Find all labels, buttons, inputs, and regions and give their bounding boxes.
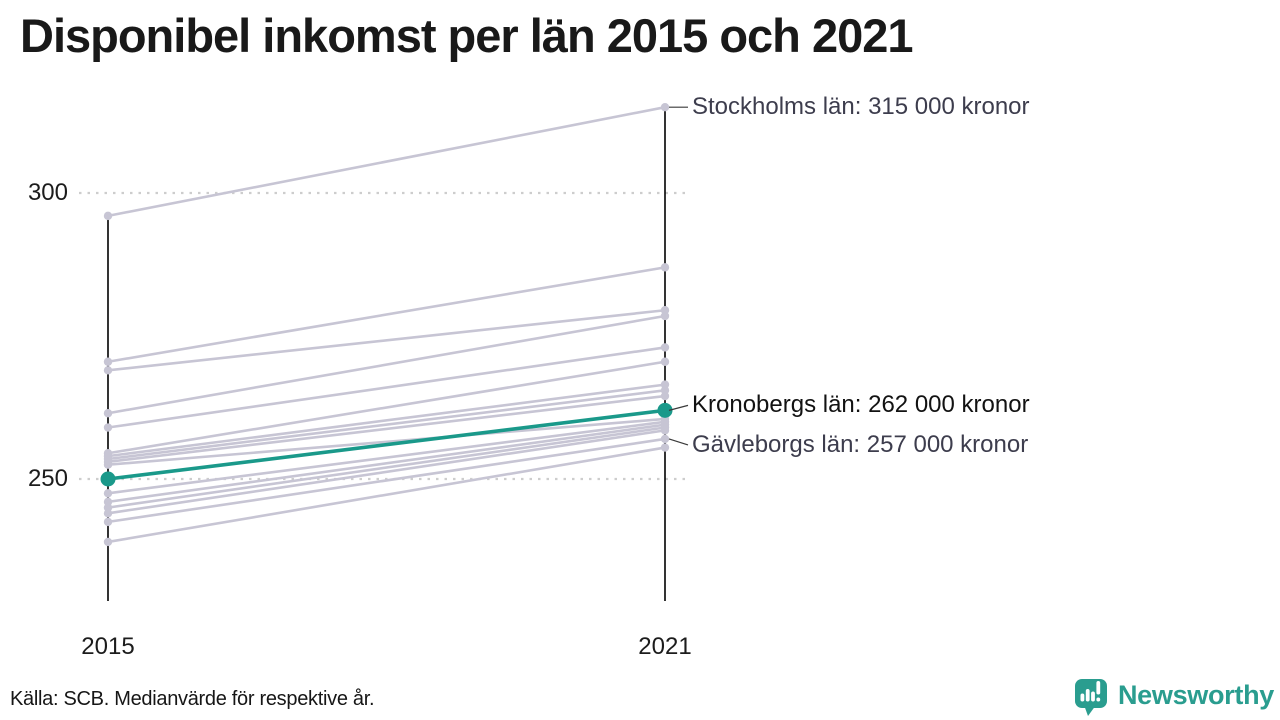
slope-line (107, 420, 666, 495)
x-axis-label-2015: 2015 (81, 633, 135, 660)
data-point-2021 (660, 443, 670, 452)
y-axis-tick-250: 250 (27, 465, 68, 492)
slope-line (107, 446, 666, 544)
newsworthy-logo-icon (1074, 679, 1107, 716)
leader-line-1 (668, 404, 689, 411)
source-note: Källa: SCB. Medianvärde för respektive å… (10, 688, 375, 710)
x-axis-label-2021: 2021 (638, 633, 692, 660)
data-point-2015 (103, 357, 113, 366)
data-point-2015 (103, 366, 113, 375)
data-point-2021 (660, 263, 670, 272)
slope-line (107, 429, 666, 515)
annotation-kronoberg: Kronobergs län: 262 000 kronor (692, 391, 1030, 419)
data-point-2021 (660, 426, 670, 435)
leader-line-2 (668, 438, 689, 446)
data-point-2015 (103, 489, 113, 498)
slope-line (107, 426, 666, 509)
data-point-2021 (660, 391, 670, 401)
data-point-2021 (660, 311, 670, 321)
data-point-2015 (103, 537, 113, 547)
page-title: Disponibel inkomst per län 2015 och 2021 (20, 9, 914, 62)
slope-line-Stockholms län (107, 105, 666, 218)
slope-line (107, 423, 666, 504)
slope-line (107, 417, 666, 466)
data-point-2021 (660, 103, 670, 112)
slope-line (107, 383, 666, 458)
annotation-stockholm: Stockholms län: 315 000 kronor (692, 93, 1030, 121)
data-point-highlight-2021 (657, 402, 673, 418)
slope-line (107, 346, 666, 429)
slope-line (107, 360, 666, 455)
data-point-2021 (660, 343, 670, 352)
data-point-2021 (660, 357, 670, 366)
data-point-2015 (103, 509, 113, 518)
slope-line (107, 266, 666, 364)
data-point-2015 (103, 423, 113, 432)
data-point-highlight-2015 (100, 471, 116, 487)
slope-line-highlight-Kronobergs län (107, 408, 666, 481)
slope-line (107, 394, 666, 464)
data-point-2015 (103, 409, 113, 418)
annotation-gavleborg: Gävleborgs län: 257 000 kronor (692, 430, 1029, 458)
data-point-2015 (103, 460, 113, 469)
slope-line (107, 314, 666, 415)
slope-line (107, 308, 666, 372)
y-axis-tick-300: 300 (27, 179, 68, 206)
data-point-2021 (660, 434, 670, 444)
slope-line (107, 389, 666, 461)
data-point-2015 (103, 211, 113, 221)
brand-lockup: Newsworthy (1071, 674, 1274, 717)
slope-line-Gävleborgs län (107, 437, 666, 524)
brand-name: Newsworthy (1117, 680, 1274, 710)
data-point-2015 (103, 517, 113, 527)
